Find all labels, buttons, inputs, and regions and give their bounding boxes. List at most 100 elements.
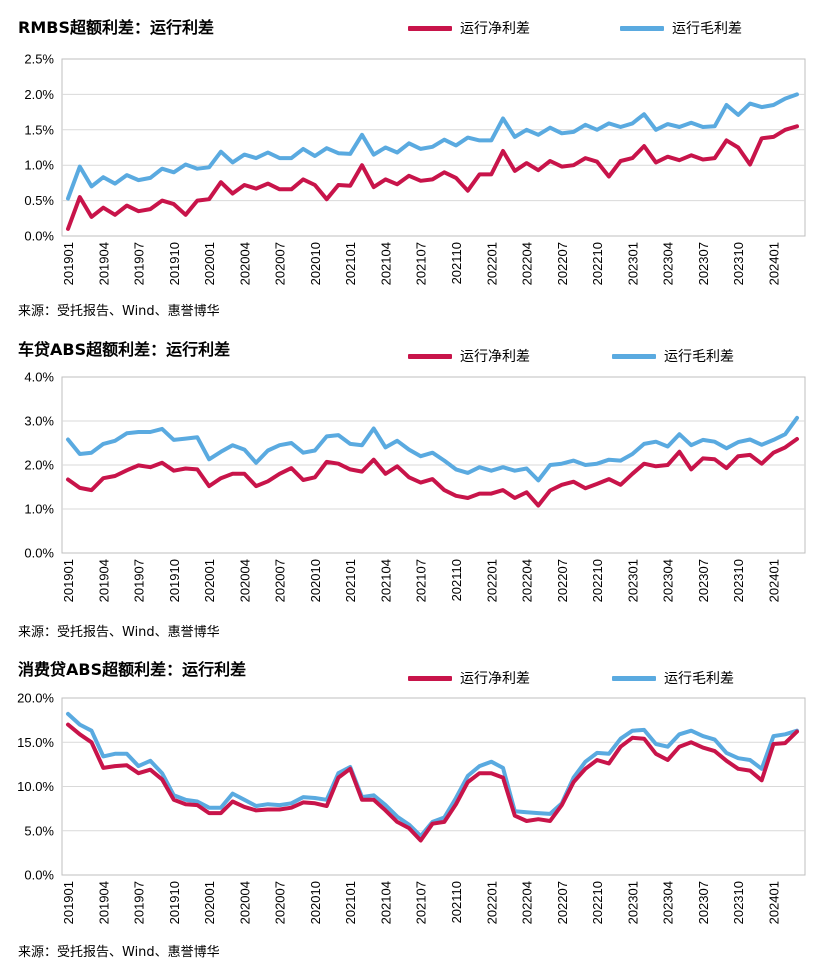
x-tick-label: 202107 — [414, 881, 429, 924]
chart-panel-rmbs: RMBS超额利差：运行利差 运行净利差 运行毛利差 0.0% 0.5% 1.0% 1.… — [0, 14, 833, 324]
x-tick-label: 202304 — [661, 559, 676, 602]
legend-gross-label: 运行毛利差 — [672, 21, 742, 37]
x-tick-label: 201901 — [61, 881, 76, 924]
x-tick-label: 201904 — [96, 881, 111, 924]
x-tick-label: 201904 — [96, 242, 111, 285]
series-line-net — [66, 437, 799, 508]
y-tick-label: 0.0% — [24, 868, 54, 883]
legend-gross: 运行毛利差 — [612, 346, 734, 366]
legend-net-label: 运行净利差 — [460, 671, 530, 687]
x-tick-label: 202301 — [625, 559, 640, 602]
legend-net: 运行净利差 — [408, 346, 530, 366]
legend-net: 运行净利差 — [408, 668, 530, 688]
x-tick-label: 202001 — [202, 242, 217, 285]
x-tick-label: 202007 — [273, 242, 288, 285]
y-tick-label: 3.0% — [24, 414, 54, 429]
x-tick-label: 202207 — [555, 881, 570, 924]
x-tick-label: 201907 — [132, 242, 147, 285]
y-tick-label: 0.0% — [24, 229, 54, 244]
x-tick-label: 202401 — [766, 559, 781, 602]
x-tick-label: 201901 — [61, 242, 76, 285]
x-tick-label: 201910 — [167, 242, 182, 285]
x-tick-label: 202207 — [555, 559, 570, 602]
x-tick-label: 202210 — [590, 559, 605, 602]
legend-net-label: 运行净利差 — [460, 349, 530, 365]
series-line-gross — [66, 415, 799, 483]
x-tick-label: 202104 — [378, 881, 393, 924]
y-tick-label: 5.0% — [24, 823, 54, 838]
y-tick-label: 1.0% — [24, 502, 54, 517]
x-tick-label: 202004 — [237, 559, 252, 602]
legend-net: 运行净利差 — [408, 18, 530, 38]
x-tick-label: 202001 — [202, 881, 217, 924]
x-tick-label: 201910 — [167, 559, 182, 602]
chart-plot-rmbs: 0.0% 0.5% 1.0% 1.5% 2.0% 2.5% 201901 201904 2019… — [24, 52, 806, 285]
x-tick-label: 202004 — [237, 881, 252, 924]
x-tick-label: 202101 — [343, 881, 358, 924]
chart-source: 来源：受托报告、Wind、惠誉博华 — [18, 625, 220, 640]
chart-plot-consumer-abs: 0.0% 5.0% 10.0% 15.0% 20.0% 201901 201904 20190… — [17, 691, 806, 924]
x-tick-label: 202204 — [520, 242, 535, 285]
x-tick-label: 202307 — [696, 881, 711, 924]
legend-net-label: 运行净利差 — [460, 21, 530, 37]
y-tick-label: 0.0% — [24, 546, 54, 561]
x-tick-label: 202007 — [273, 881, 288, 924]
x-tick-label: 202001 — [202, 559, 217, 602]
y-tick-label: 2.0% — [24, 458, 54, 473]
y-tick-label: 1.0% — [24, 158, 54, 173]
x-tick-label: 202304 — [661, 242, 676, 285]
x-tick-label: 202007 — [273, 559, 288, 602]
legend-net-swatch — [408, 675, 452, 681]
legend-net-swatch — [408, 25, 452, 31]
x-tick-label: 201907 — [132, 881, 147, 924]
x-tick-label: 202110 — [449, 559, 464, 601]
x-tick-label: 202107 — [414, 242, 429, 285]
x-tick-label: 201904 — [96, 559, 111, 602]
legend-net-swatch — [408, 353, 452, 359]
legend-gross-swatch — [620, 25, 664, 31]
y-tick-label: 2.5% — [24, 52, 54, 67]
x-tick-label: 202401 — [766, 881, 781, 924]
legend-gross: 运行毛利差 — [620, 18, 742, 38]
x-tick-label: 202110 — [449, 881, 464, 923]
x-tick-label: 202210 — [590, 881, 605, 924]
series-line-gross — [66, 711, 799, 839]
y-tick-label: 4.0% — [24, 370, 54, 385]
chart-title: RMBS超额利差：运行利差 — [18, 18, 214, 37]
x-tick-label: 202101 — [343, 242, 358, 285]
x-tick-label: 202201 — [484, 559, 499, 602]
x-tick-label: 201910 — [167, 881, 182, 924]
x-tick-label: 202101 — [343, 559, 358, 602]
x-tick-label: 202104 — [378, 242, 393, 285]
chart-source: 来源：受托报告、Wind、惠誉博华 — [18, 945, 220, 960]
x-tick-label: 202010 — [308, 242, 323, 285]
series-line-gross — [66, 92, 799, 201]
x-tick-label: 202204 — [520, 881, 535, 924]
x-tick-label: 202207 — [555, 242, 570, 285]
legend-gross-swatch — [612, 675, 656, 681]
series-line-net — [66, 722, 799, 843]
x-tick-label: 202304 — [661, 881, 676, 924]
y-tick-label: 10.0% — [17, 779, 54, 794]
legend-gross-swatch — [612, 353, 656, 359]
x-tick-label: 202201 — [484, 242, 499, 285]
legend-gross-label: 运行毛利差 — [664, 349, 734, 365]
x-tick-label: 202107 — [414, 559, 429, 602]
x-tick-label: 202301 — [625, 881, 640, 924]
x-tick-label: 202104 — [378, 559, 393, 602]
y-tick-label: 15.0% — [17, 735, 54, 750]
x-tick-label: 201901 — [61, 559, 76, 602]
x-tick-label: 202110 — [449, 242, 464, 284]
legend-gross-label: 运行毛利差 — [664, 671, 734, 687]
chart-panel-consumer-abs: 消费贷ABS超额利差：运行利差 运行净利差 运行毛利差 0.0% 5.0% 10.0… — [0, 656, 833, 971]
x-tick-label: 202004 — [237, 242, 252, 285]
x-tick-label: 202307 — [696, 242, 711, 285]
x-tick-label: 202310 — [731, 881, 746, 924]
x-tick-label: 202010 — [308, 881, 323, 924]
x-tick-label: 202310 — [731, 559, 746, 602]
chart-title: 车贷ABS超额利差：运行利差 — [18, 340, 231, 359]
x-tick-label: 201907 — [132, 559, 147, 602]
chart-plot-auto-abs: 0.0% 1.0% 2.0% 3.0% 4.0% 201901 201904 201907 20… — [24, 370, 806, 602]
x-tick-label: 202210 — [590, 242, 605, 285]
x-tick-label: 202201 — [484, 881, 499, 924]
